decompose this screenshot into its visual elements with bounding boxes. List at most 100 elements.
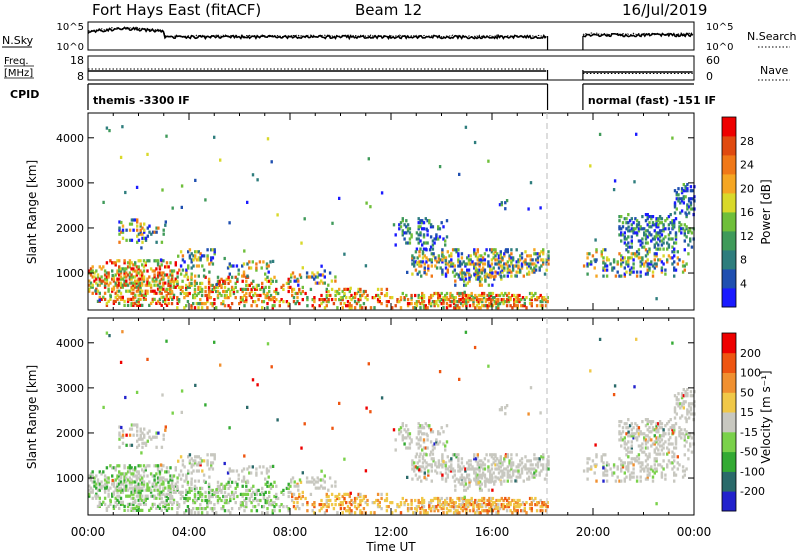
echo-cell (673, 250, 676, 254)
echo-cell (442, 442, 445, 446)
echo-cell (265, 467, 269, 471)
echo-cell (602, 453, 605, 457)
echo-cell (484, 298, 488, 302)
echo-cell (100, 486, 103, 490)
echo-cell (177, 505, 181, 509)
echo-cell (165, 508, 169, 512)
echo-cell (260, 471, 263, 475)
echo-cell (410, 503, 413, 507)
echo-cell (588, 467, 591, 471)
echo-cell (497, 304, 500, 308)
echo-cell (176, 283, 179, 287)
echo-cell (474, 459, 478, 463)
echo-cell (651, 479, 655, 483)
echo-cell (623, 231, 626, 235)
echo-cell (502, 302, 505, 306)
echo-cell (151, 504, 154, 508)
echo-cell (366, 293, 369, 298)
echo-cell (139, 508, 142, 512)
echo-cell (348, 296, 351, 300)
echo-cell (517, 258, 520, 262)
echo-cell (458, 377, 461, 381)
echo-cell (118, 478, 121, 482)
station-title: Fort Hays East (fitACF) (92, 1, 261, 19)
echo-cell (481, 293, 484, 298)
echo-cell (322, 503, 325, 507)
echo-cell (444, 256, 448, 260)
echo-cell (167, 283, 170, 287)
echo-cell (199, 287, 202, 291)
echo-cell (160, 271, 163, 275)
echo-cell (478, 281, 482, 285)
echo-cell (671, 262, 674, 266)
echo-cell (632, 262, 635, 266)
echo-cell (644, 272, 648, 276)
echo-cell (134, 275, 137, 279)
echo-cell (246, 200, 249, 204)
echo-cell (657, 243, 660, 247)
echo-cell (493, 507, 496, 511)
echo-cell (237, 272, 240, 276)
echo-cell (292, 296, 296, 300)
time-tick-label: 16:00 (475, 525, 510, 539)
echo-cell (243, 492, 246, 496)
echo-cell (438, 370, 442, 374)
echo-cell (450, 467, 453, 471)
echo-cell (202, 274, 206, 278)
echo-cell (667, 420, 671, 424)
echo-cell (463, 484, 466, 488)
echo-cell (621, 260, 625, 264)
echo-cell (228, 272, 231, 276)
echo-cell (136, 429, 139, 433)
echo-cell (421, 260, 425, 264)
echo-cell (348, 507, 351, 511)
echo-cell (148, 275, 151, 279)
echo-cell (199, 490, 202, 494)
echo-cell (137, 482, 140, 486)
echo-cell (673, 479, 676, 483)
echo-cell (252, 293, 255, 298)
echo-cell (520, 264, 524, 268)
echo-cell (142, 297, 146, 301)
echo-cell (107, 504, 110, 508)
echo-cell (202, 254, 206, 258)
echo-cell (543, 477, 547, 481)
echo-cell (595, 248, 598, 252)
echo-cell (112, 299, 116, 303)
echo-cell (630, 422, 633, 426)
echo-cell (413, 461, 416, 465)
echo-cell (98, 265, 101, 269)
echo-cell (651, 426, 655, 430)
echo-cell (623, 440, 626, 444)
echo-cell (503, 459, 506, 463)
echo-cell (102, 405, 105, 409)
echo-cell (399, 306, 403, 310)
echo-cell (103, 269, 107, 273)
echo-cell (208, 270, 211, 274)
echo-cell (275, 503, 278, 507)
echo-cell (680, 189, 684, 193)
echo-cell (139, 222, 142, 226)
echo-cell (413, 260, 416, 264)
echo-cell (651, 270, 655, 274)
echo-cell (169, 273, 172, 277)
echo-cell (96, 289, 100, 293)
echo-cell (385, 509, 389, 513)
echo-cell (107, 271, 110, 275)
echo-cell (445, 302, 449, 306)
echo-cell (155, 506, 158, 510)
echo-cell (487, 264, 490, 268)
echo-cell (669, 256, 672, 260)
echo-cell (362, 507, 366, 511)
echo-cell (218, 291, 221, 296)
echo-cell (444, 479, 448, 483)
echo-cell (176, 297, 179, 301)
echo-cell (646, 252, 649, 256)
echo-cell (664, 432, 667, 436)
echo-cell (264, 272, 267, 276)
echo-cell (410, 296, 413, 300)
echo-cell (463, 498, 466, 503)
echo-cell (190, 509, 193, 513)
echo-cell (630, 217, 633, 221)
echo-cell (687, 243, 690, 247)
